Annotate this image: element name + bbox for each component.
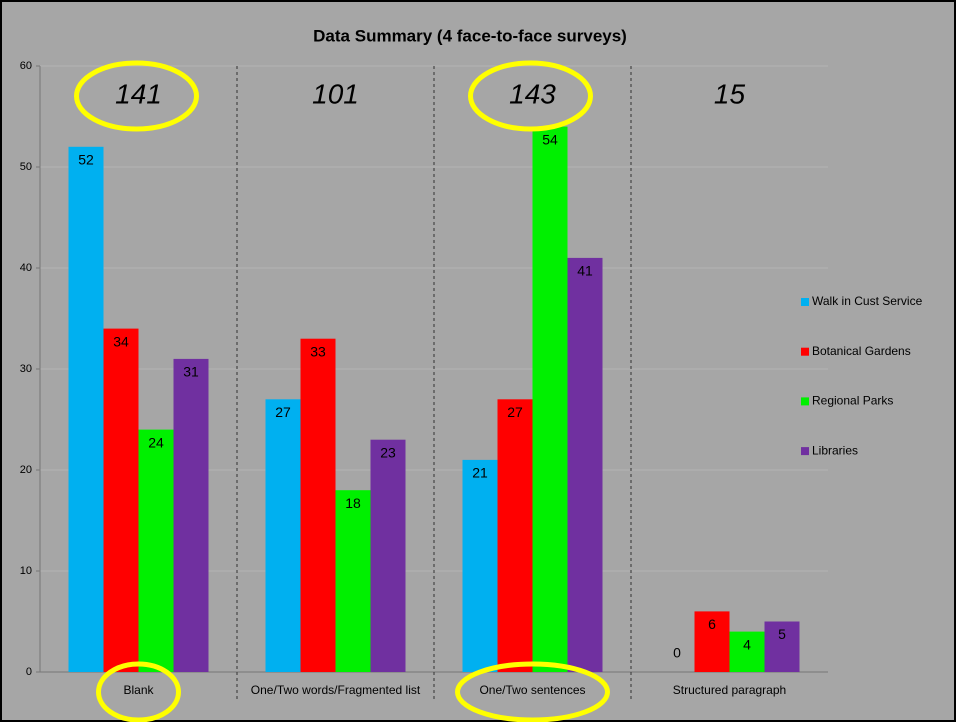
data-label: 41 — [577, 263, 593, 279]
bar — [335, 490, 371, 672]
data-label: 5 — [778, 626, 786, 642]
x-tick-label: One/Two words/Fragmented list — [250, 683, 421, 697]
bar — [729, 631, 765, 672]
y-tick-label: 40 — [20, 262, 32, 274]
annotation: 141 — [115, 78, 162, 109]
annotation: 143 — [509, 78, 556, 109]
x-tick-label: Blank — [123, 683, 154, 697]
highlight — [468, 60, 593, 132]
y-tick-label: 20 — [20, 464, 32, 476]
annotation: 101 — [312, 78, 359, 109]
legend-label: Walk in Cust Service — [812, 294, 923, 308]
annotation: 15 — [714, 78, 746, 109]
bar — [68, 146, 104, 673]
legend-swatch — [801, 347, 809, 356]
highlight — [96, 661, 181, 722]
legend-label: Regional Parks — [812, 394, 893, 408]
highlight — [455, 661, 610, 722]
y-tick-label: 10 — [20, 565, 32, 577]
data-label: 34 — [113, 333, 129, 349]
bar — [173, 358, 209, 672]
data-label: 52 — [78, 152, 94, 168]
data-label: 6 — [708, 616, 716, 632]
data-label: 23 — [380, 444, 396, 460]
bar — [567, 257, 603, 672]
data-label: 24 — [148, 434, 164, 450]
bar — [103, 328, 139, 672]
data-label: 18 — [345, 495, 361, 511]
legend-label: Libraries — [812, 443, 858, 457]
data-label: 33 — [310, 343, 326, 359]
data-label: 54 — [542, 131, 558, 147]
bar — [497, 399, 533, 672]
legend-label: Botanical Gardens — [812, 344, 911, 358]
bar — [265, 399, 301, 672]
bar — [370, 439, 406, 672]
data-label: 0 — [673, 645, 681, 661]
data-label: 27 — [507, 404, 523, 420]
data-label: 27 — [275, 404, 291, 420]
chart-title: Data Summary (4 face-to-face surveys) — [313, 26, 627, 45]
y-tick-label: 30 — [20, 363, 32, 375]
bar — [462, 459, 498, 672]
bar — [138, 429, 174, 672]
legend-swatch — [801, 397, 809, 406]
y-tick-label: 50 — [20, 161, 32, 173]
bar — [300, 338, 336, 672]
bar — [694, 611, 730, 672]
y-tick-label: 0 — [26, 666, 32, 678]
bar — [764, 621, 800, 672]
data-label: 31 — [183, 364, 199, 380]
bar — [532, 126, 568, 673]
legend-swatch — [801, 447, 809, 456]
data-label: 21 — [472, 465, 488, 481]
x-tick-label: Structured paragraph — [672, 683, 787, 697]
data-label: 4 — [743, 636, 751, 652]
highlight — [74, 60, 199, 132]
x-tick-label: One/Two sentences — [479, 683, 586, 697]
y-tick-label: 60 — [20, 60, 32, 72]
legend-swatch — [801, 298, 809, 306]
